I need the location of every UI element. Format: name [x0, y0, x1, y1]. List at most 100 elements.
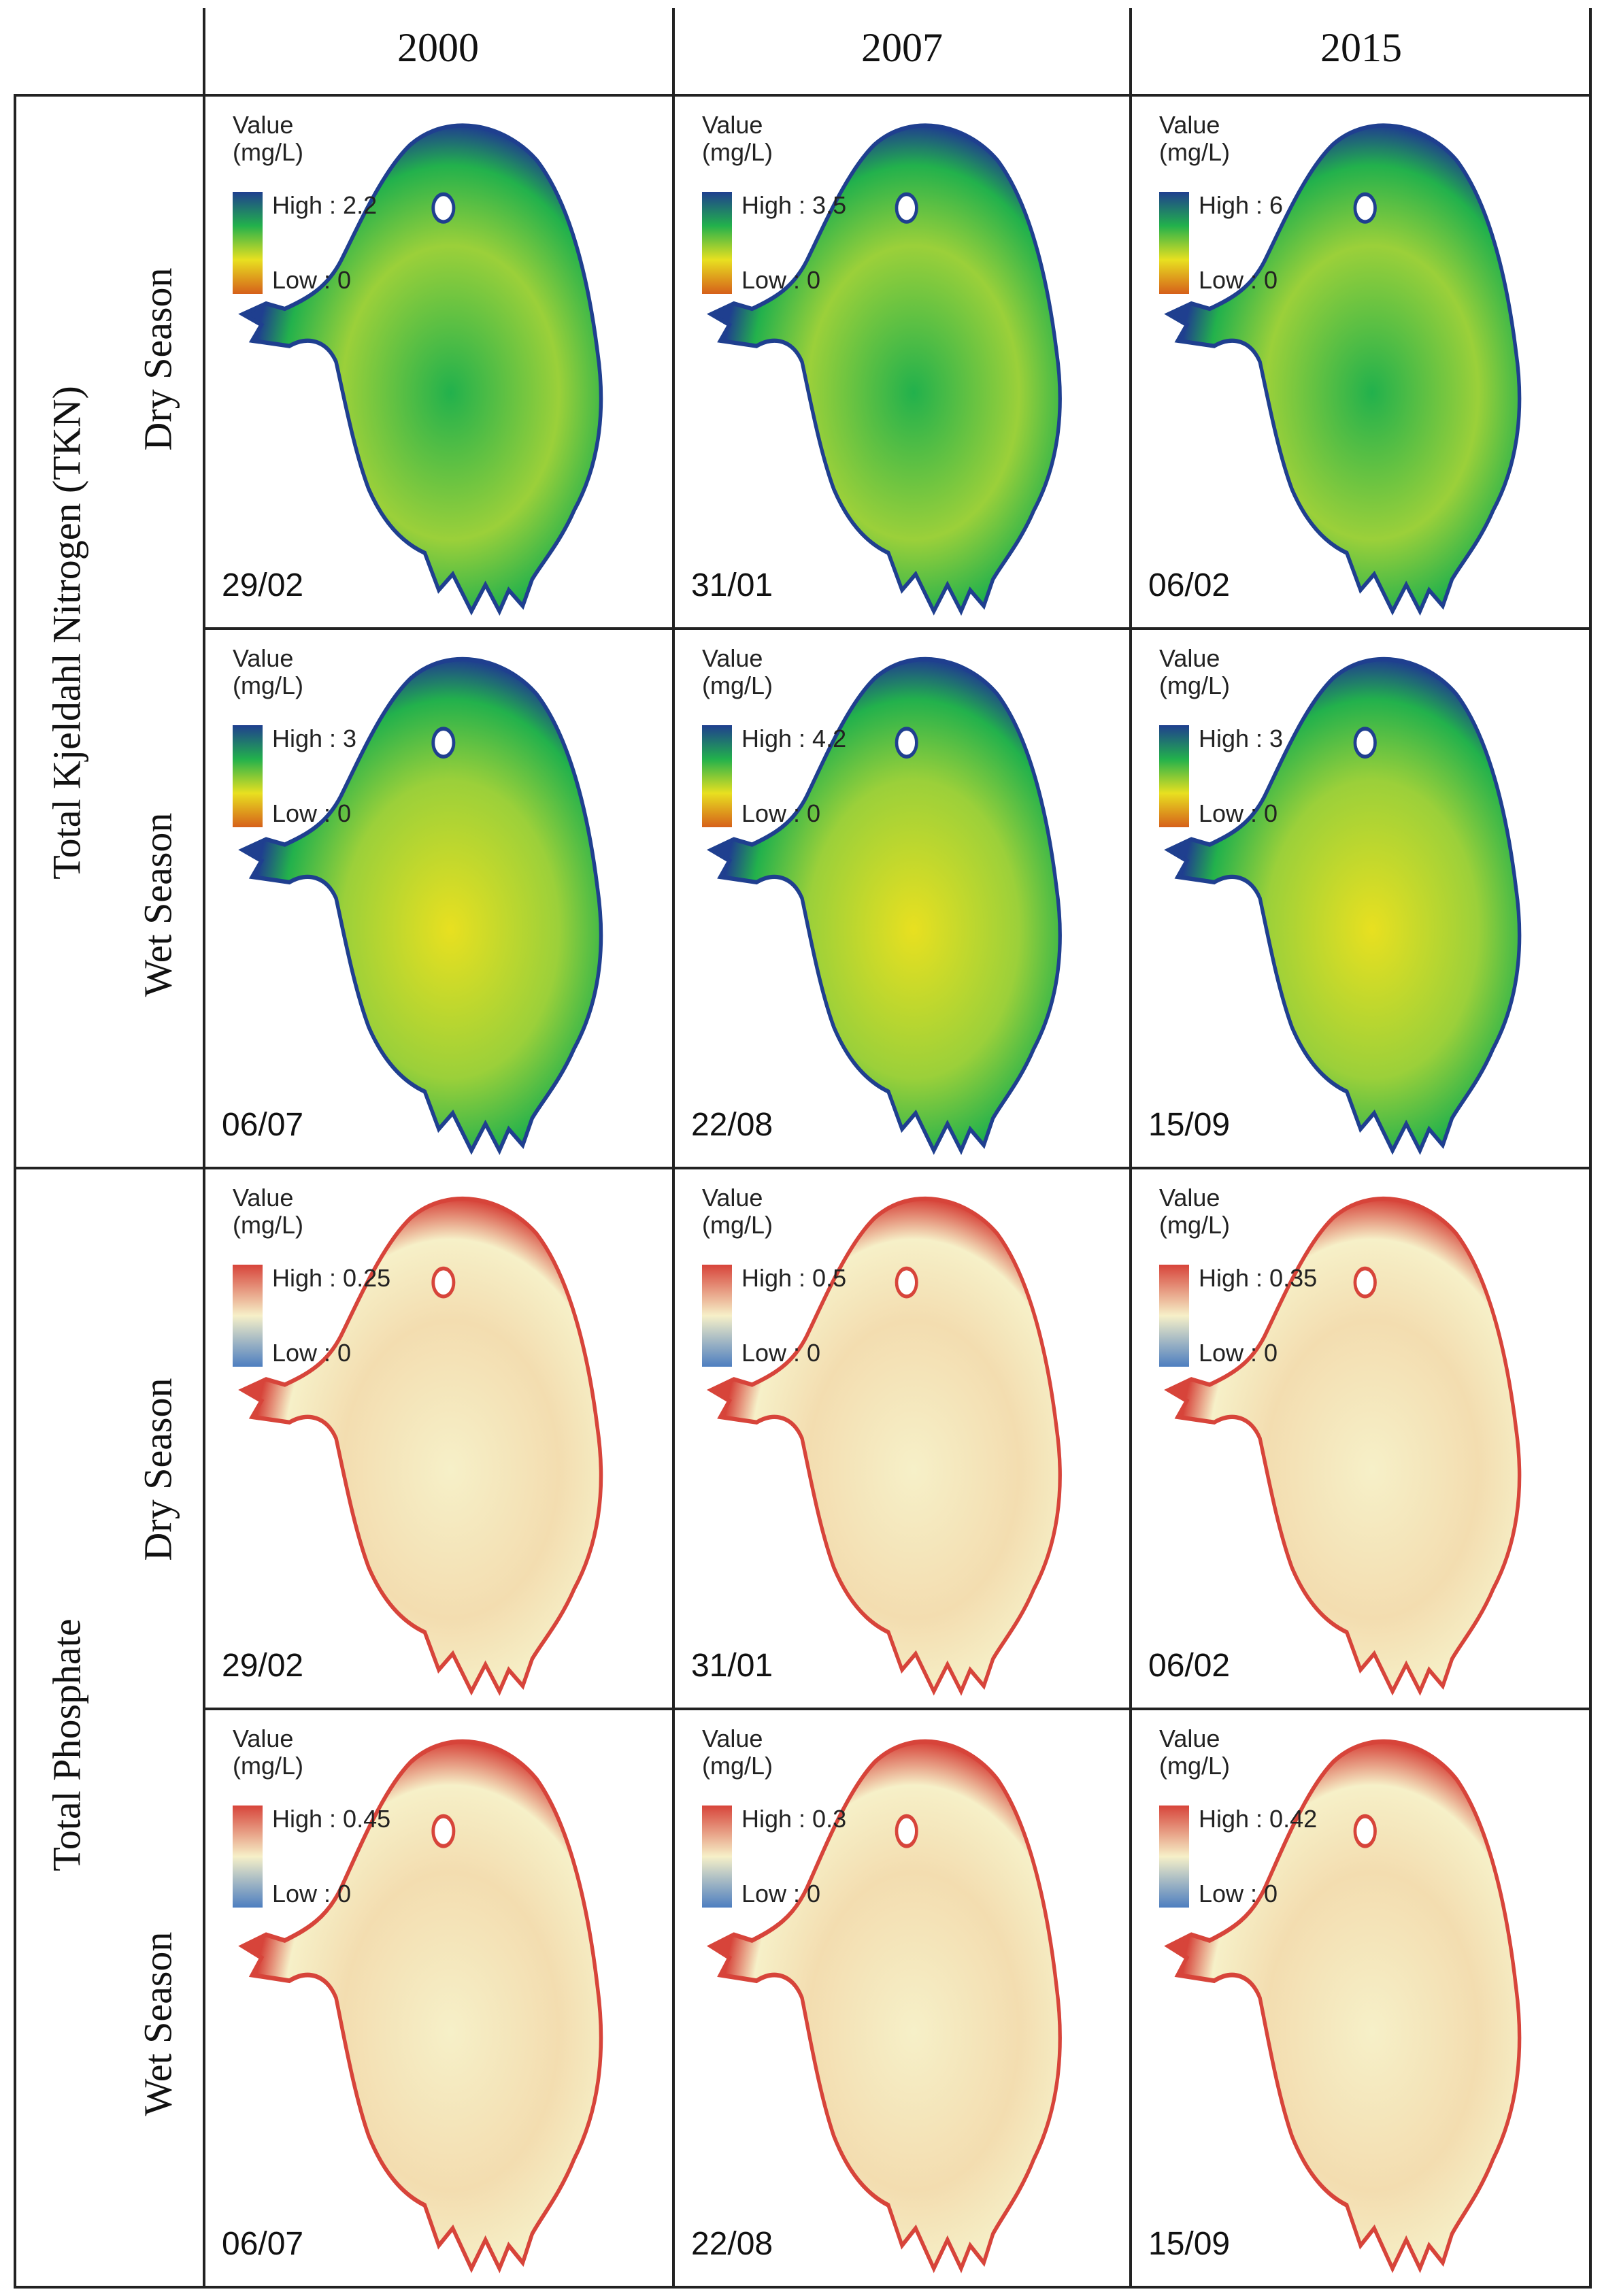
lake-shape	[238, 1197, 603, 1696]
map-legend: Value (mg/L) High : 0.45 Low : 0	[233, 1725, 390, 1908]
lake-map	[1164, 1197, 1522, 1696]
map-panel: Value (mg/L) High : 0.45 Low : 0 06/07	[205, 1710, 672, 2286]
legend-title: (mg/L)	[702, 1211, 773, 1239]
lake-map	[1164, 123, 1522, 616]
date-label: 31/01	[691, 1648, 773, 1684]
season-label-tp-wet: Wet Season	[135, 1931, 180, 2116]
date-label: 06/02	[1148, 567, 1231, 603]
map-panel: Value (mg/L) High : 2.2 Low : 0 29/02	[205, 97, 672, 627]
map-panel: Value (mg/L) High : 6 Low : 0 06/02	[1132, 97, 1589, 627]
map-legend: Value (mg/L) High : 0.42 Low : 0	[1159, 1725, 1317, 1908]
lake-shape	[1164, 123, 1522, 616]
legend-low-label: Low : 0	[272, 1880, 352, 1908]
map-legend: Value (mg/L) High : 3 Low : 0	[1159, 644, 1283, 827]
lake-shape	[706, 656, 1062, 1155]
map-panel: Value (mg/L) High : 0.3 Low : 0 22/08	[675, 1710, 1129, 2286]
lake-shape	[706, 1739, 1062, 2274]
island-shape	[431, 1814, 456, 1848]
map-legend: Value (mg/L) High : 0.5 Low : 0	[702, 1184, 846, 1367]
grid-line	[14, 1167, 1592, 1169]
grid-line	[672, 8, 675, 2287]
map-legend: Value (mg/L) High : 3.5 Low : 0	[702, 111, 846, 294]
lake-map	[238, 1197, 603, 1696]
date-label: 22/08	[691, 1107, 773, 1143]
legend-low-label: Low : 0	[1199, 799, 1278, 827]
legend-title: Value	[233, 1725, 294, 1752]
date-label: 31/01	[691, 567, 773, 603]
lake-map	[706, 656, 1062, 1155]
legend-color-ramp	[702, 192, 732, 294]
map-legend: Value (mg/L) High : 0.35 Low : 0	[1159, 1184, 1317, 1367]
island-shape	[431, 727, 456, 759]
legend-low-label: Low : 0	[1199, 1339, 1278, 1367]
island-shape	[895, 727, 918, 759]
grid-line	[203, 1708, 1592, 1710]
lake-shape	[706, 1197, 1062, 1696]
island-shape	[431, 192, 456, 224]
legend-color-ramp	[233, 725, 263, 827]
island-shape	[431, 1266, 456, 1299]
island-shape	[1353, 1266, 1377, 1299]
legend-title: Value	[1159, 1725, 1220, 1752]
lake-shape	[706, 123, 1062, 616]
map-legend: Value (mg/L) High : 2.2 Low : 0	[233, 111, 377, 294]
legend-title: (mg/L)	[1159, 671, 1231, 699]
legend-title: (mg/L)	[1159, 138, 1231, 166]
grid-line	[14, 94, 1592, 97]
legend-high-label: High : 0.25	[272, 1264, 391, 1292]
legend-title: Value	[233, 111, 294, 139]
legend-title: Value	[233, 1184, 294, 1212]
grid-line	[1129, 8, 1132, 2287]
legend-high-label: High : 0.42	[1199, 1805, 1318, 1833]
legend-high-label: High : 4.2	[741, 725, 847, 752]
lake-map	[1164, 656, 1522, 1155]
island-shape	[895, 1266, 918, 1299]
legend-title: Value	[702, 111, 763, 139]
legend-high-label: High : 0.3	[741, 1805, 847, 1833]
map-panel: Value (mg/L) High : 0.42 Low : 0 15/09	[1132, 1710, 1589, 2286]
map-panel: Value (mg/L) High : 4.2 Low : 0 22/08	[675, 630, 1129, 1167]
island-shape	[1353, 192, 1377, 224]
lake-map	[1164, 1739, 1522, 2274]
map-panel: Value (mg/L) High : 3 Low : 0 15/09	[1132, 630, 1589, 1167]
legend-title: Value	[1159, 644, 1220, 672]
legend-color-ramp	[1159, 725, 1189, 827]
season-label-tp-dry: Dry Season	[135, 1378, 180, 1561]
legend-low-label: Low : 0	[1199, 1880, 1278, 1908]
legend-title: Value	[1159, 111, 1220, 139]
date-label: 06/02	[1148, 1648, 1231, 1684]
legend-low-label: Low : 0	[741, 1339, 821, 1367]
legend-title: Value	[702, 1184, 763, 1212]
map-panel: Value (mg/L) High : 3.5 Low : 0 31/01	[675, 97, 1129, 627]
legend-color-ramp	[1159, 1265, 1189, 1367]
legend-color-ramp	[1159, 192, 1189, 294]
map-panel: Value (mg/L) High : 0.25 Low : 0 29/02	[205, 1169, 672, 1708]
legend-high-label: High : 0.5	[741, 1264, 847, 1292]
lake-shape	[238, 1739, 603, 2274]
map-panel: Value (mg/L) High : 0.35 Low : 0 06/02	[1132, 1169, 1589, 1708]
grid-line	[203, 8, 205, 2287]
legend-title: Value	[1159, 1184, 1220, 1212]
legend-title: (mg/L)	[233, 138, 304, 166]
date-label: 22/08	[691, 2226, 773, 2262]
column-header-2015: 2015	[1320, 24, 1402, 70]
legend-high-label: High : 3.5	[741, 191, 847, 219]
legend-title: (mg/L)	[702, 671, 773, 699]
lake-shape	[1164, 1739, 1522, 2274]
lake-shape	[1164, 1197, 1522, 1696]
date-label: 29/02	[222, 567, 304, 603]
legend-high-label: High : 0.45	[272, 1805, 391, 1833]
legend-title: (mg/L)	[702, 138, 773, 166]
lake-map	[238, 123, 603, 616]
legend-color-ramp	[702, 1806, 732, 1908]
legend-color-ramp	[233, 1806, 263, 1908]
legend-color-ramp	[702, 1265, 732, 1367]
season-label-tkn-dry: Dry Season	[135, 267, 180, 451]
grid-line	[14, 94, 16, 2287]
group-label-tkn: Total Kjeldahl Nitrogen (TKN)	[44, 386, 89, 880]
legend-low-label: Low : 0	[741, 266, 821, 294]
legend-low-label: Low : 0	[1199, 266, 1278, 294]
date-label: 06/07	[222, 1107, 304, 1143]
legend-title: (mg/L)	[233, 1211, 304, 1239]
